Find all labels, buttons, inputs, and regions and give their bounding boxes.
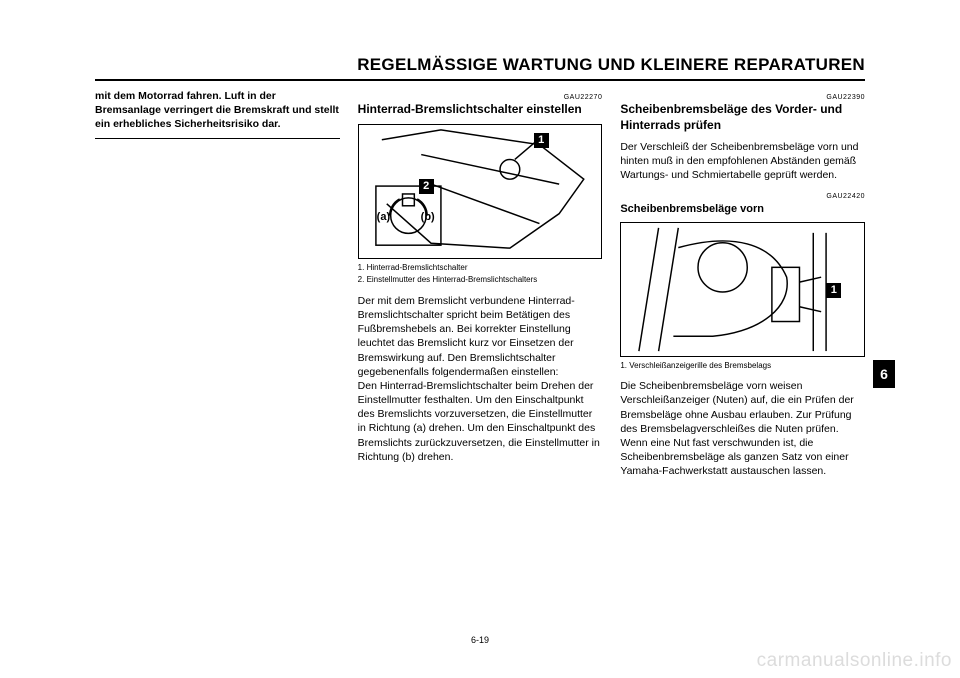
col3-ref-code-2: GAU22420 (620, 192, 865, 201)
brake-switch-diagram-icon (359, 125, 602, 258)
direction-b-label: (b) (421, 210, 435, 225)
callout-1: 1 (826, 283, 841, 298)
callout-1: 1 (534, 133, 549, 148)
col2-fig-caption-1: 1. Hinterrad-Bremslichtschalter (358, 263, 603, 273)
col3-ref-code-1: GAU22390 (620, 93, 865, 102)
column-3: GAU22390 Scheibenbremsbeläge des Vorder-… (620, 89, 865, 480)
watermark: carmanualsonline.info (757, 650, 952, 672)
col2-fig-caption-2: 2. Einstellmutter des Hinterrad-Bremslic… (358, 275, 603, 285)
header-title: REGELMÄSSIGE WARTUNG UND KLEINERE REPARA… (357, 55, 865, 74)
page: REGELMÄSSIGE WARTUNG UND KLEINERE REPARA… (95, 55, 865, 645)
col3-body-text-2: Die Scheibenbremsbeläge vorn weisen Vers… (620, 379, 865, 478)
col2-figure: 1 2 (a) (b) (358, 124, 603, 259)
chapter-tab: 6 (873, 360, 895, 388)
col1-warning-text: mit dem Motorrad fahren. Luft in der Bre… (95, 89, 340, 132)
col3-section-title-1: Scheibenbremsbeläge des Vorder- und Hint… (620, 102, 865, 133)
column-2: GAU22270 Hinterrad-Bremslichtschalter ei… (358, 89, 603, 480)
page-header: REGELMÄSSIGE WARTUNG UND KLEINERE REPARA… (95, 55, 865, 81)
col1-end-rule (95, 138, 340, 139)
content-columns: mit dem Motorrad fahren. Luft in der Bre… (95, 89, 865, 480)
col2-body-text: Der mit dem Bremslicht verbundene Hinter… (358, 294, 603, 464)
col2-ref-code: GAU22270 (358, 93, 603, 102)
col3-body-text-1: Der Verschleiß der Scheibenbremsbeläge v… (620, 140, 865, 183)
direction-a-label: (a) (377, 210, 390, 225)
col2-section-title: Hinterrad-Bremslichtschalter einstellen (358, 102, 603, 118)
col3-fig-caption: 1. Verschleißanzeigerille des Bremsbelag… (620, 361, 865, 371)
column-1: mit dem Motorrad fahren. Luft in der Bre… (95, 89, 340, 480)
col3-section-title-2: Scheibenbremsbeläge vorn (620, 202, 865, 216)
callout-2: 2 (419, 179, 434, 194)
page-number: 6-19 (471, 635, 489, 645)
col3-figure: 1 (620, 222, 865, 357)
